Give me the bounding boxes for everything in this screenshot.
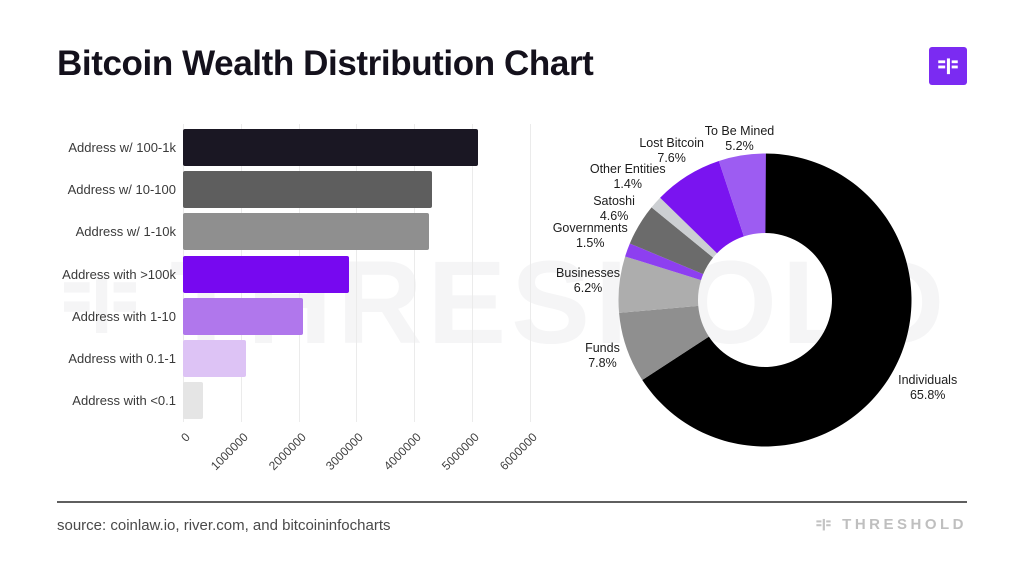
bar-category-label: Address with >100k — [62, 266, 176, 282]
donut-slice-other-entities — [651, 197, 718, 258]
bar-category-label: Address with 1-10 — [71, 308, 176, 324]
brand-footer: THRESHOLD — [814, 515, 967, 534]
slice-name: Satoshi — [593, 194, 635, 209]
slice-name: To Be Mined — [704, 124, 775, 138]
slice-percent: 7.8% — [588, 355, 617, 370]
footer-divider — [57, 501, 967, 503]
donut-slice-businesses — [618, 256, 702, 313]
bar — [183, 297, 303, 335]
slice-name: Funds — [585, 341, 620, 356]
donut-label: Funds 7.8% — [542, 341, 662, 371]
slice-name: Individuals — [898, 373, 958, 388]
slice-percent: 7.6% — [657, 150, 686, 165]
x-tick-label: 6000000 — [496, 430, 540, 473]
bar — [183, 340, 247, 377]
x-gridline — [472, 124, 474, 422]
donut-label: Other Entities 1.4% — [568, 162, 688, 192]
donut-slice-governments — [625, 243, 704, 281]
donut-svg — [618, 153, 912, 447]
bar — [183, 129, 478, 166]
bar — [183, 382, 204, 420]
donut-label: Businesses 6.2% — [528, 266, 648, 296]
bar — [183, 171, 432, 209]
x-gridline — [356, 124, 358, 422]
slice-name: Other Entities — [589, 162, 666, 177]
donut-label: Lost Bitcoin 7.6% — [612, 136, 732, 166]
slice-name: Lost Bitcoin — [639, 135, 704, 150]
bar-category-label: Address with <0.1 — [72, 393, 176, 409]
brand-name: THRESHOLD — [842, 516, 967, 533]
donut-slice-individuals — [642, 153, 912, 447]
donut-label: Governments 1.5% — [530, 221, 650, 251]
donut-label: Individuals 65.8% — [868, 373, 988, 403]
slice-percent: 6.2% — [573, 280, 603, 295]
x-tick-label: 1000000 — [207, 430, 251, 473]
slice-percent: 4.6% — [599, 209, 629, 224]
slice-percent: 5.2% — [725, 138, 754, 153]
donut-label: To Be Mined 5.2% — [680, 124, 800, 154]
bar-category-label: Address w/ 10-100 — [67, 182, 176, 198]
bar-category-label: Address w/ 1-10k — [75, 224, 176, 240]
x-gridline — [529, 124, 531, 422]
x-gridline — [414, 124, 416, 422]
bar-category-label: Address with 0.1-1 — [68, 351, 176, 366]
bar-category-label: Address w/ 100-1k — [68, 140, 176, 155]
source-text: source: coinlaw.io, river.com, and bitco… — [57, 517, 391, 534]
page-title: Bitcoin Wealth Distribution Chart — [57, 44, 594, 83]
x-tick-label: 5000000 — [439, 430, 483, 473]
donut-label: Satoshi 4.6% — [554, 194, 674, 224]
x-tick-label: 4000000 — [381, 430, 425, 473]
donut-chart: Individuals 65.8% Funds 7.8% Businesses 6.2% G… — [553, 115, 998, 460]
bar — [183, 255, 349, 293]
x-tick-label: 0 — [178, 430, 193, 445]
slice-name: Businesses — [556, 266, 620, 281]
bar-chart: 0 1000000 2000000 3000000 4000000 5000000 6000… — [57, 124, 547, 524]
slice-percent: 65.8% — [909, 387, 946, 402]
threshold-logo-icon — [935, 53, 961, 79]
threshold-footer-icon — [814, 515, 833, 534]
bar — [183, 213, 429, 251]
slice-percent: 1.4% — [613, 177, 642, 192]
donut-slice-satoshi — [629, 207, 714, 275]
donut-slice-to-be-mined — [718, 153, 766, 237]
slice-percent: 1.5% — [575, 236, 605, 251]
donut-slice-lost-bitcoin — [660, 160, 744, 254]
slice-name: Governments — [552, 221, 628, 236]
donut-slice-funds — [619, 305, 709, 381]
brand-logo-square — [929, 47, 967, 85]
